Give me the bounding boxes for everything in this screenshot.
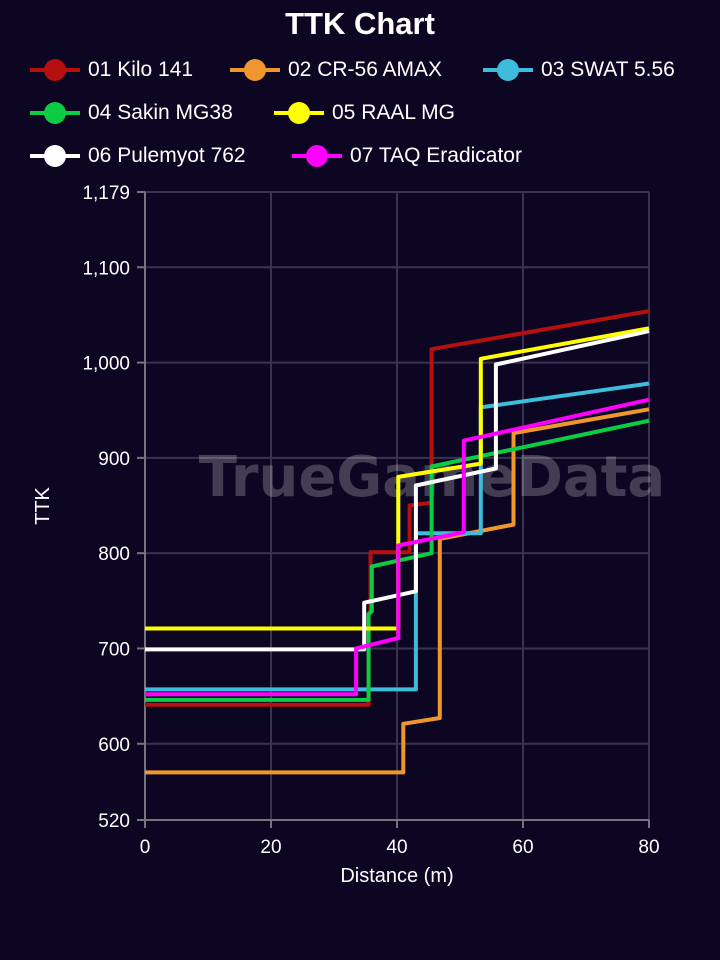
y-tick-label: 800 (98, 544, 130, 565)
legend-label: 02 CR-56 AMAX (288, 58, 443, 81)
x-tick-label: 80 (638, 837, 659, 858)
chart-title: TTK Chart (285, 6, 435, 41)
legend-line-marker-icon (30, 55, 80, 85)
y-tick-label: 900 (98, 449, 130, 470)
x-tick-label: 40 (386, 837, 407, 858)
legend-line-marker-icon (274, 98, 324, 128)
legend-label: 01 Kilo 141 (88, 58, 194, 81)
series-line (145, 326, 650, 631)
x-tick-label: 60 (512, 837, 533, 858)
legend-item-raal-mg[interactable]: 05 RAAL MG (274, 98, 455, 128)
legend-label: 06 Pulemyot 762 (88, 144, 246, 167)
legend-line-marker-icon (30, 98, 80, 128)
legend-item-kilo-141[interactable]: 01 Kilo 141 (30, 55, 193, 85)
y-axis-title: TTK (32, 486, 54, 524)
legend-label: 03 SWAT 5.56 (541, 58, 675, 81)
x-tick-label: 20 (260, 837, 281, 858)
series-line (145, 329, 650, 652)
legend-line-marker-icon (292, 141, 342, 171)
y-tick-label: 1,100 (82, 258, 130, 279)
legend-line-marker-icon (483, 55, 533, 85)
legend-label: 04 Sakin MG38 (88, 101, 233, 124)
series-lines (145, 309, 650, 775)
legend-label: 07 TAQ Eradicator (350, 144, 522, 167)
y-tick-label: 600 (98, 735, 130, 756)
legend-item-cr-56-amax[interactable]: 02 CR-56 AMAX (230, 55, 442, 85)
legend-line-marker-icon (30, 141, 80, 171)
legend-item-pulemyot-762[interactable]: 06 Pulemyot 762 (30, 141, 246, 171)
y-tick-label: 700 (98, 639, 130, 660)
y-tick-label: 520 (98, 811, 130, 832)
legend-label: 05 RAAL MG (332, 101, 455, 124)
axes: 0 20 40 60 80 520 600 700 800 900 1,000 1,100 1,179 (82, 183, 659, 858)
legend-line-marker-icon (230, 55, 280, 85)
legend-item-taq-eradicator[interactable]: 07 TAQ Eradicator (292, 141, 522, 171)
legend-item-sakin-mg38[interactable]: 04 Sakin MG38 (30, 98, 233, 128)
series-line (145, 381, 650, 692)
x-tick-label: 0 (140, 837, 151, 858)
series-line (145, 397, 650, 697)
x-axis-title: Distance (m) (340, 865, 453, 887)
y-tick-label: 1,000 (82, 354, 130, 375)
y-tick-label: 1,179 (82, 183, 130, 204)
legend-item-swat-5-56[interactable]: 03 SWAT 5.56 (483, 55, 675, 85)
